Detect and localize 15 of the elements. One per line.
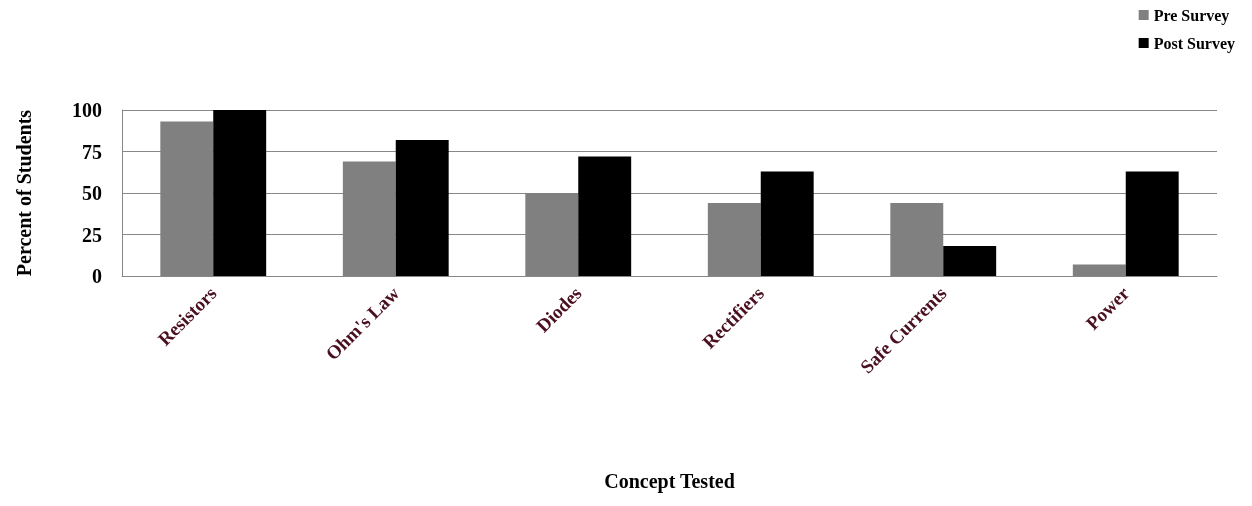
y-tick-label: 100 bbox=[72, 99, 102, 121]
y-tick-label: 50 bbox=[82, 182, 102, 204]
legend-label: Post Survey bbox=[1153, 34, 1235, 53]
x-axis-title: Concept Tested bbox=[604, 470, 735, 493]
bar bbox=[760, 171, 814, 276]
bar bbox=[943, 246, 997, 276]
bar bbox=[1125, 171, 1179, 276]
y-axis-title: Percent of Students bbox=[13, 109, 35, 277]
bar bbox=[395, 139, 449, 276]
bar bbox=[213, 110, 267, 276]
bar bbox=[578, 156, 632, 276]
legend-label: Pre Survey bbox=[1153, 6, 1230, 25]
y-tick-label: 0 bbox=[92, 265, 102, 287]
y-tick-label: 25 bbox=[82, 223, 102, 246]
y-tick-label: 75 bbox=[82, 140, 102, 163]
